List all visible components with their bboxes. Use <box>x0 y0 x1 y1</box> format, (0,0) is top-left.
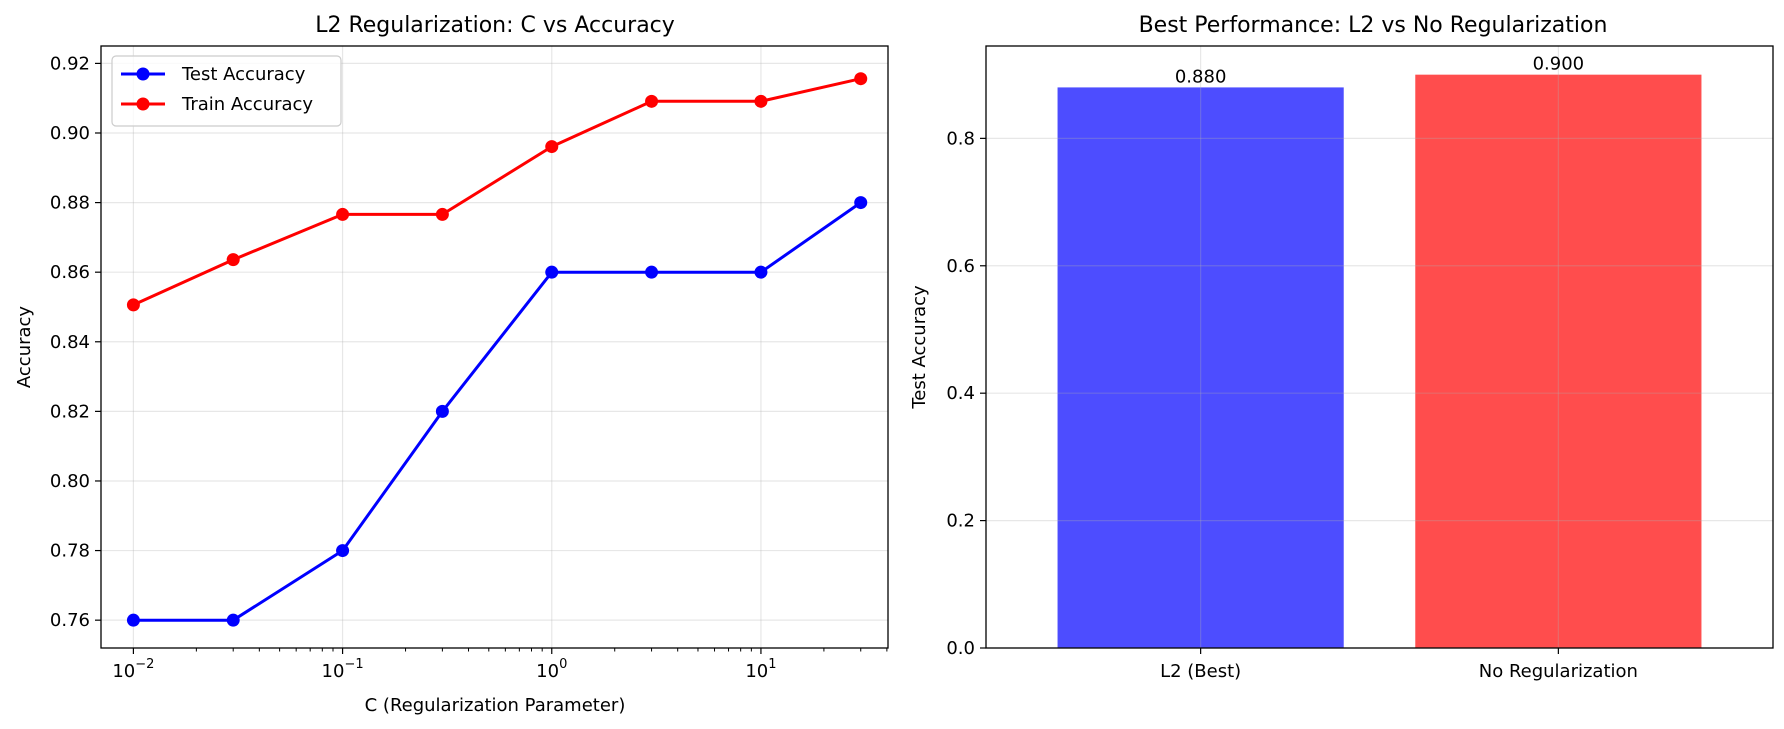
y-tick-label: 0.78 <box>50 541 90 562</box>
data-point <box>435 404 449 418</box>
y-tick-label: 0.84 <box>50 332 90 353</box>
x-tick-exponent: −1 <box>344 657 363 672</box>
x-tick-base: 10 <box>536 661 559 682</box>
y-tick-label: 0.8 <box>946 128 975 149</box>
data-point <box>126 298 140 312</box>
x-tick-base: 10 <box>112 661 135 682</box>
data-point <box>545 140 559 154</box>
series-line <box>132 77 862 307</box>
line-chart-frame <box>100 45 889 649</box>
series-line <box>133 201 862 622</box>
legend-label-test: Test Accuracy <box>181 64 306 85</box>
y-tick-label: 0.86 <box>50 262 90 283</box>
x-tick-label: L2 (Best) <box>1160 661 1241 682</box>
x-tick-label: 10−1 <box>322 657 364 682</box>
data-point <box>226 613 240 627</box>
x-tick-label: 10−2 <box>112 657 154 682</box>
x-tick-base: 10 <box>322 661 345 682</box>
x-tick-label: No Regularization <box>1479 661 1638 682</box>
data-point <box>545 265 559 279</box>
y-tick-label: 0.80 <box>50 471 90 492</box>
bar <box>1057 87 1344 648</box>
y-tick-label: 0.76 <box>50 610 90 631</box>
bar-chart: Best Performance: L2 vs No Regularizatio… <box>909 13 1774 682</box>
line-chart-grid <box>101 46 888 648</box>
y-tick-label: 0.90 <box>50 123 90 144</box>
data-point <box>754 94 768 108</box>
line-chart-series <box>126 72 868 627</box>
y-tick-label: 0.0 <box>946 638 975 659</box>
data-point <box>336 544 350 558</box>
data-point <box>336 207 350 221</box>
bar-chart-title: Best Performance: L2 vs No Regularizatio… <box>1139 13 1608 38</box>
data-point <box>854 196 868 210</box>
bar <box>1415 74 1702 648</box>
line-chart-x-label: C (Regularization Parameter) <box>365 695 626 716</box>
x-tick-base: 10 <box>745 661 768 682</box>
bar-chart-frame <box>985 45 1774 649</box>
bar-value-label: 0.880 <box>1175 66 1227 87</box>
y-tick-label: 0.88 <box>50 193 90 214</box>
line-chart-x-ticks: 10−2 10−1 100 101 <box>112 648 888 682</box>
y-tick-label: 0.6 <box>946 256 975 277</box>
line-chart: L2 Regularization: C vs Accuracy 0.760.7… <box>14 13 889 716</box>
x-tick-exponent: 1 <box>768 657 776 672</box>
legend-marker-test <box>136 67 150 81</box>
bar-chart-value-labels: 0.880 0.900 <box>1175 54 1584 88</box>
line-chart-legend: Test Accuracy Train Accuracy <box>111 55 342 127</box>
line-chart-y-label: Accuracy <box>14 306 35 389</box>
y-tick-label: 0.82 <box>50 401 90 422</box>
legend-marker-train <box>136 97 150 111</box>
data-point <box>435 207 449 221</box>
x-tick-label: 101 <box>745 657 776 682</box>
bar-chart-y-ticks: 0.0 0.2 0.4 0.6 0.8 <box>946 128 986 659</box>
data-point <box>226 253 240 267</box>
legend-frame <box>111 55 342 127</box>
bar-value-label: 0.900 <box>1533 54 1585 75</box>
data-point <box>645 94 659 108</box>
bar-chart-bars <box>1057 74 1702 648</box>
x-tick-exponent: 0 <box>559 657 567 672</box>
y-tick-label: 0.2 <box>946 511 975 532</box>
line-chart-y-ticks: 0.76 0.78 0.80 0.82 0.84 0.86 0.88 0.90 0.92 <box>50 53 101 631</box>
bar-chart-x-ticks: L2 (Best) No Regularization <box>1160 648 1638 682</box>
bar-chart-y-label: Test Accuracy <box>909 285 930 410</box>
x-tick-label: 100 <box>536 657 567 682</box>
y-tick-label: 0.4 <box>946 383 975 404</box>
line-chart-title: L2 Regularization: C vs Accuracy <box>315 13 675 38</box>
data-point <box>754 265 768 279</box>
data-point <box>126 613 140 627</box>
legend-label-train: Train Accuracy <box>181 94 313 115</box>
x-tick-exponent: −2 <box>135 657 154 672</box>
y-tick-label: 0.92 <box>50 53 90 74</box>
data-point <box>854 72 868 86</box>
data-point <box>645 265 659 279</box>
